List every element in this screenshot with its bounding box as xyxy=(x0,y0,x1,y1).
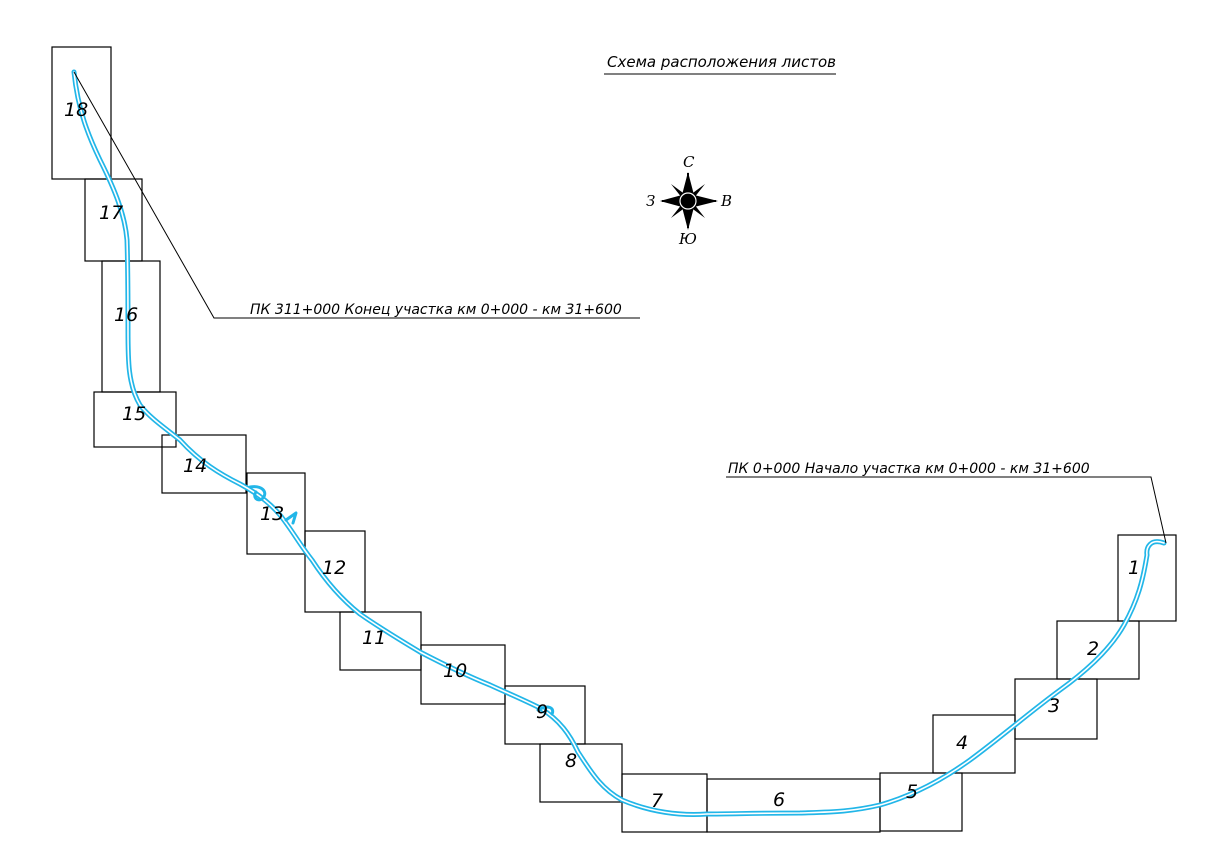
sheet-frame-18 xyxy=(51,46,112,180)
sheet-frame-13 xyxy=(246,472,306,555)
sheet-frame-12 xyxy=(304,530,366,613)
end-leader-line xyxy=(73,71,640,319)
sheet-number-6: 6 xyxy=(773,789,785,811)
sheet-number-18: 18 xyxy=(64,99,88,121)
sheet-frame-8 xyxy=(539,743,623,803)
sheet-number-12: 12 xyxy=(322,557,346,579)
sheet-number-5: 5 xyxy=(906,781,918,803)
compass-rose-icon: С Ю З В xyxy=(646,153,732,248)
sheet-frame-11 xyxy=(339,611,422,671)
sheet-number-3: 3 xyxy=(1048,695,1060,717)
sheet-number-4: 4 xyxy=(956,732,968,754)
sheet-number-14: 14 xyxy=(183,455,207,477)
sheet-frame-1 xyxy=(1117,534,1177,622)
sheet-frame-3 xyxy=(1014,678,1098,740)
sheet-number-10: 10 xyxy=(443,660,467,682)
compass-east-label: В xyxy=(720,192,732,210)
sheet-number-9: 9 xyxy=(536,701,548,723)
sheet-number-7: 7 xyxy=(651,790,663,812)
compass-north-label: С xyxy=(683,153,695,171)
start-leader-line xyxy=(726,476,1167,544)
compass-west-label: З xyxy=(646,192,655,210)
sheet-number-13: 13 xyxy=(260,503,284,525)
sheet-frame-2 xyxy=(1056,620,1140,680)
sheet-frame-14 xyxy=(161,434,247,494)
sheet-frames xyxy=(51,46,1177,833)
sheet-number-15: 15 xyxy=(122,403,146,425)
compass-south-label: Ю xyxy=(678,230,697,248)
sheet-frame-4 xyxy=(932,714,1016,774)
sheet-frame-10 xyxy=(420,644,506,705)
sheet-number-11: 11 xyxy=(362,627,386,649)
sheet-number-16: 16 xyxy=(114,304,138,326)
end-annotation-text: ПК 311+000 Конец участка км 0+000 - км 3… xyxy=(250,302,622,318)
end-annotation: ПК 311+000 Конец участка км 0+000 - км 3… xyxy=(73,71,640,319)
route-line xyxy=(71,69,1167,817)
sheet-frame-5 xyxy=(879,772,963,832)
diagram-title: Схема расположения листов xyxy=(607,53,836,71)
sheet-number-8: 8 xyxy=(565,750,577,772)
sheet-numbers: 18 17 16 15 14 13 12 11 10 9 8 7 6 5 4 3… xyxy=(64,99,1140,812)
start-annotation-text: ПК 0+000 Начало участка км 0+000 - км 31… xyxy=(728,461,1090,477)
sheet-number-1: 1 xyxy=(1128,557,1140,579)
sheet-number-2: 2 xyxy=(1087,638,1099,660)
sheet-frame-6 xyxy=(706,778,881,833)
sheet-number-17: 17 xyxy=(99,202,123,224)
start-annotation: ПК 0+000 Начало участка км 0+000 - км 31… xyxy=(726,461,1167,544)
